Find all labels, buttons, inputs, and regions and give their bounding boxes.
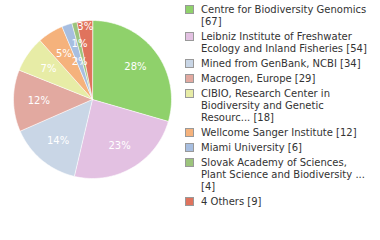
svg-text:12%: 12% xyxy=(28,95,50,106)
svg-text:5%: 5% xyxy=(56,48,72,59)
html-text:4 Others [9]: 4 Others [9] xyxy=(201,196,262,207)
html-text:Macrogen, Europe [29]: Macrogen, Europe [29] xyxy=(201,73,316,84)
svg-text:7%: 7% xyxy=(41,63,57,74)
html-text:Leibniz Institute of Freshwate: Leibniz Institute of Freshwater Ecology … xyxy=(201,31,367,54)
svg-text:2%: 2% xyxy=(72,56,88,67)
svg-text:3%: 3% xyxy=(77,21,93,32)
html-text:Miami University [6]: Miami University [6] xyxy=(201,142,302,153)
html-text:CIBIO, Research Center in Biod: CIBIO, Research Center in Biodiversity a… xyxy=(201,88,330,123)
svg-text:28%: 28% xyxy=(124,61,146,72)
svg-text:23%: 23% xyxy=(108,140,130,151)
svg-text:1%: 1% xyxy=(72,38,88,49)
html-text:Slovak Academy of Sciences, Pl: Slovak Academy of Sciences, Plant Scienc… xyxy=(201,157,365,192)
svg-text:14%: 14% xyxy=(47,135,69,146)
html-text:Wellcome Sanger Institute [12]: Wellcome Sanger Institute [12] xyxy=(201,127,357,138)
html-text:Centre for Biodiversity Genomi: Centre for Biodiversity Genomics [67] xyxy=(201,4,367,27)
html-text:Mined from GenBank, NCBI [34]: Mined from GenBank, NCBI [34] xyxy=(201,58,361,69)
